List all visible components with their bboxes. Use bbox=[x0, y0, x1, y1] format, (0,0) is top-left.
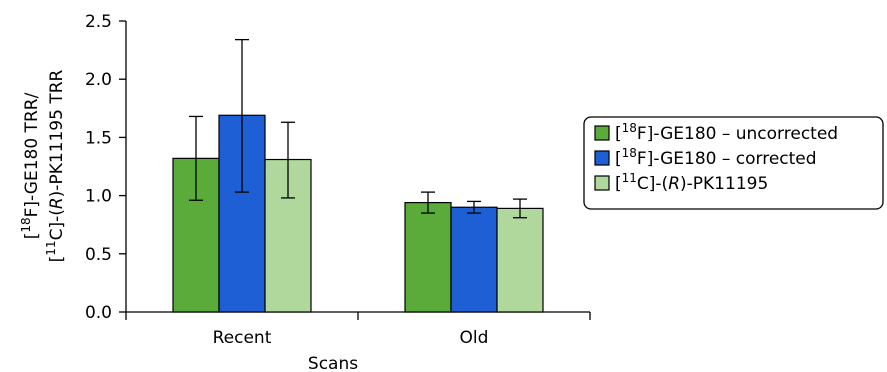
legend-swatch bbox=[594, 150, 610, 166]
bar bbox=[496, 207, 544, 313]
y-tick-label: 0.0 bbox=[85, 303, 112, 323]
y-tick-label: 1.0 bbox=[85, 187, 112, 207]
error-bars bbox=[189, 38, 527, 219]
bar bbox=[404, 201, 452, 313]
x-tick-label: Recent bbox=[213, 328, 272, 348]
legend-swatch bbox=[594, 125, 610, 141]
x-axis-title: Scans bbox=[308, 354, 358, 372]
legend-swatch bbox=[594, 175, 610, 191]
y-axis-title-line2: [11C]-(R)-PK11195 TRR bbox=[44, 69, 67, 262]
y-tick-label: 0.5 bbox=[85, 245, 112, 265]
axes: 0.0 0.5 1.0 1.5 2.0 2.5 Recent Old bbox=[85, 12, 591, 348]
legend: [18F]-GE180 – uncorrected[18F]-GE180 – c… bbox=[583, 116, 884, 210]
legend-label: [18F]-GE180 – uncorrected bbox=[615, 121, 838, 144]
bar bbox=[450, 206, 498, 313]
bars bbox=[172, 114, 544, 313]
y-axis-title: [18F]-GE180 TRR/[11C]-(R)-PK11195 TRR bbox=[19, 69, 67, 262]
bar bbox=[264, 158, 312, 313]
x-tick-label: Old bbox=[460, 328, 489, 348]
y-axis-title-line1: [18F]-GE180 TRR/ bbox=[19, 92, 42, 239]
y-tick-label: 2.5 bbox=[85, 12, 112, 32]
legend-label: [11C]-(R)-PK11195 bbox=[615, 171, 768, 194]
legend-box bbox=[583, 116, 884, 210]
legend-label: [18F]-GE180 – corrected bbox=[615, 146, 817, 169]
y-tick-label: 2.0 bbox=[85, 70, 112, 90]
y-tick-label: 1.5 bbox=[85, 128, 112, 148]
